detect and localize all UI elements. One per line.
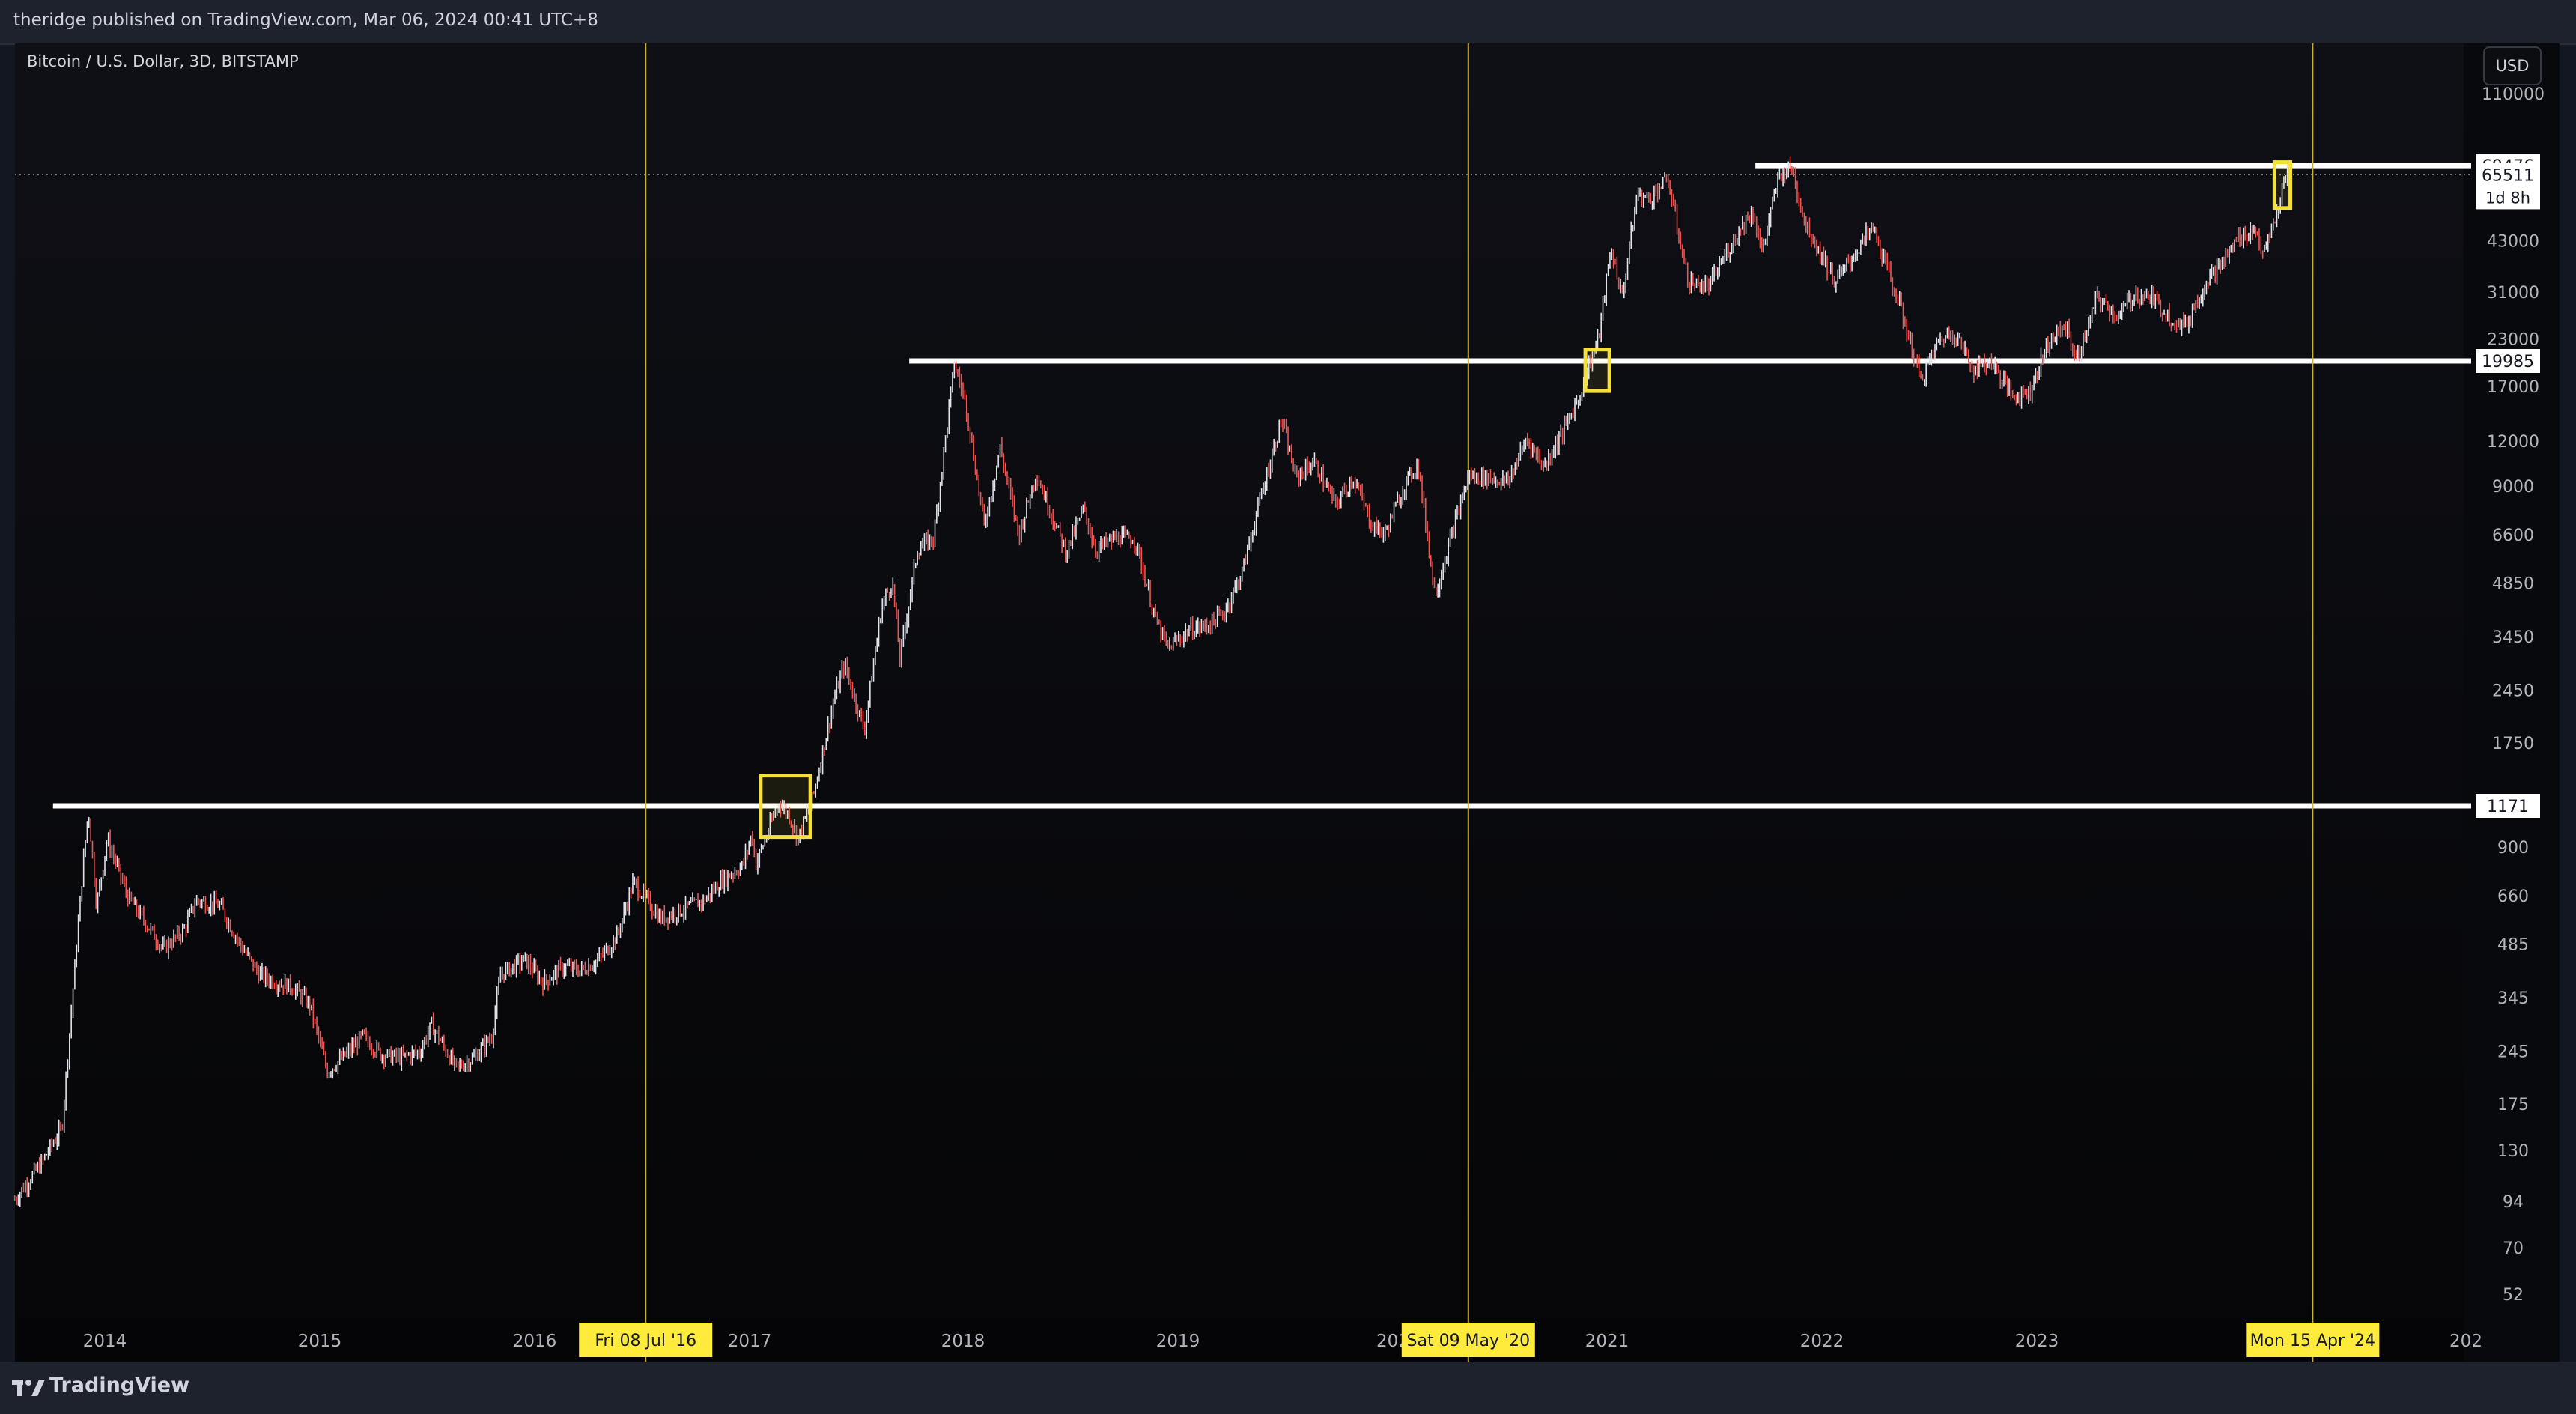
y-tick-label: 3450: [2492, 628, 2534, 647]
tradingview-logo-icon: [12, 1380, 45, 1396]
footer-brand: TradingView: [49, 1374, 190, 1397]
x-tick-label: 2018: [941, 1332, 985, 1351]
price-level-badge-label: 1171: [2487, 798, 2529, 816]
y-tick-label: 345: [2497, 989, 2529, 1008]
current-price-badge: [2476, 163, 2540, 210]
y-tick-label: 900: [2497, 839, 2529, 858]
y-tick-label: 31000: [2487, 284, 2539, 303]
y-tick-label: 175: [2497, 1096, 2529, 1114]
date-badge-label: Mon 15 Apr '24: [2250, 1332, 2375, 1350]
y-tick-label: 485: [2497, 936, 2529, 955]
x-tick-label: 2014: [83, 1332, 127, 1351]
y-tick-label: 12000: [2487, 433, 2539, 452]
x-tick-label: 202: [2449, 1332, 2482, 1351]
y-tick-label: 110000: [2482, 85, 2545, 104]
x-tick-label: 2017: [728, 1332, 772, 1351]
price-series: [13, 156, 2288, 1207]
date-badge: [2246, 1323, 2380, 1357]
x-tick-label: 2019: [1156, 1332, 1200, 1351]
horizontal-levels: [15, 163, 2471, 809]
date-badge: [579, 1323, 713, 1357]
price-axis[interactable]: [2464, 43, 2560, 1362]
currency-button[interactable]: USD: [2483, 46, 2542, 85]
x-tick-label: 2015: [298, 1332, 342, 1351]
footer-bar: TradingView: [0, 1362, 2576, 1414]
date-badge-label: Sat 09 May '20: [1407, 1332, 1531, 1350]
price-level-badge: [2476, 794, 2540, 818]
price-level-badge: [2476, 349, 2540, 373]
y-tick-label: 17000: [2487, 378, 2539, 397]
current-price-label: 65511: [2482, 166, 2534, 185]
x-tick-label: 2023: [2015, 1332, 2059, 1351]
y-tick-label: 9000: [2492, 478, 2534, 497]
y-tick-label: 70: [2503, 1239, 2524, 1258]
symbol-title: Bitcoin / U.S. Dollar, 3D, BITSTAMP: [27, 52, 299, 70]
countdown-label: 1d 8h: [2485, 189, 2530, 207]
vertical-markers: [645, 43, 2314, 1362]
x-tick-label: 2022: [1800, 1332, 1844, 1351]
y-tick-label: 43000: [2487, 233, 2539, 252]
y-tick-label: 2450: [2492, 682, 2534, 700]
highlight-box: [1583, 348, 1611, 393]
y-axis-labels: 110000 43000 31000 23000 17000 12000 9000 6600 4…: [2482, 85, 2545, 1305]
y-tick-label: 6600: [2492, 527, 2534, 545]
date-badge: [1401, 1323, 1535, 1357]
date-badge-label: Fri 08 Jul '16: [595, 1332, 696, 1350]
x-tick-label: 2016: [513, 1332, 557, 1351]
chart-area[interactable]: [15, 43, 2560, 1362]
y-tick-label: 660: [2497, 887, 2529, 906]
y-tick-label: 94: [2503, 1193, 2524, 1212]
y-tick-label: 245: [2497, 1043, 2529, 1062]
y-tick-label: 4850: [2492, 574, 2534, 593]
price-level-badge-label: 19985: [2482, 353, 2534, 371]
axis-badges: Fri 08 Jul '16 Sat 09 May '20 Mon 15 Apr '…: [579, 154, 2540, 1357]
highlight-boxes: [759, 160, 2293, 840]
y-tick-label: 130: [2497, 1142, 2529, 1161]
publisher-line: theridge published on TradingView.com, M…: [13, 10, 598, 30]
highlight-box: [2272, 160, 2293, 210]
y-tick-label: 23000: [2487, 331, 2539, 350]
y-tick-label: 52: [2503, 1286, 2524, 1305]
x-axis-labels: 2014 2015 2016 2017 2018 2019 202 2021 2022 2023 2…: [83, 1332, 2482, 1351]
x-tick-label: 2021: [1585, 1332, 1629, 1351]
highlight-box: [759, 774, 812, 840]
y-tick-label: 1750: [2492, 735, 2534, 753]
